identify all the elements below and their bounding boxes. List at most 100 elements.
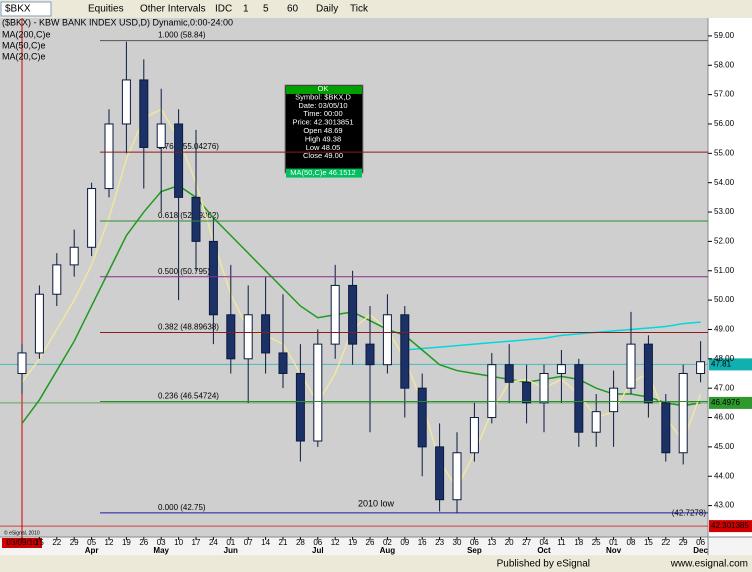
- candle-body: [626, 343, 636, 389]
- info-text: Time: 00:00: [303, 109, 342, 118]
- ma-line: [21, 108, 702, 490]
- price-label: 42.301385: [711, 521, 749, 530]
- y-tick-label: 56.00: [714, 119, 735, 128]
- x-tick-label: 23: [435, 538, 444, 547]
- y-tick-label: 58.00: [714, 60, 735, 69]
- info-text: Date: 03/05/10: [298, 101, 347, 110]
- info-text: Close 49.00: [303, 151, 343, 160]
- toolbar-item[interactable]: Tick: [350, 4, 369, 15]
- candle-body: [382, 314, 392, 366]
- x-tick-label: 14: [261, 538, 270, 547]
- y-tick-label: 52.00: [714, 237, 735, 246]
- x-tick-label: 19: [348, 538, 357, 547]
- candle-body: [139, 79, 149, 148]
- toolbar-item[interactable]: 1: [243, 4, 249, 15]
- y-tick-label: 49.00: [714, 325, 735, 334]
- x-tick-label: 15: [644, 538, 653, 547]
- x-tick-label: 03/09/10: [6, 538, 38, 547]
- month-label: Aug: [380, 546, 396, 555]
- x-tick-label: 24: [209, 538, 218, 547]
- y-tick-label: 57.00: [714, 90, 735, 99]
- candle-body: [121, 79, 131, 125]
- info-header: [286, 86, 362, 94]
- candle-body: [330, 284, 340, 345]
- x-tick-label: 20: [505, 538, 514, 547]
- symbol-box[interactable]: [0, 1, 52, 17]
- x-tick-label: 02: [383, 538, 392, 547]
- price-label-box: [709, 358, 752, 371]
- candle-body: [52, 264, 62, 295]
- candle-body: [435, 446, 445, 501]
- y-tick-label: 50.00: [714, 295, 735, 304]
- price-label: 46.4976: [711, 398, 740, 407]
- x-tick-label: 08: [627, 538, 636, 547]
- candle-body: [696, 361, 706, 374]
- x-tick-label: 29: [70, 538, 79, 547]
- x-tick-label: 06: [313, 538, 322, 547]
- y-tick-label: 44.00: [714, 471, 735, 480]
- fib-label: 0.382 (48.89638): [158, 323, 219, 332]
- y-tick-label: 43.00: [714, 501, 735, 510]
- y-tick-label: 59.00: [714, 31, 735, 40]
- x-tick-label: 13: [487, 538, 496, 547]
- toolbar-item[interactable]: 60: [287, 4, 299, 15]
- candle-body: [208, 240, 218, 316]
- legend-entry: MA(50,C)e: [2, 40, 46, 50]
- y-tick-label: 45.00: [714, 442, 735, 451]
- fib-label: 0.236 (46.54724): [158, 392, 219, 401]
- toolbar-item[interactable]: Other Intervals: [140, 4, 206, 15]
- month-label: Sep: [467, 546, 482, 555]
- fib-label: 0.000 (42.75): [158, 503, 206, 512]
- month-label: May: [153, 546, 169, 555]
- info-ma-row: [286, 168, 362, 178]
- y-tick-label: 54.00: [714, 178, 735, 187]
- candle-body: [17, 352, 27, 374]
- x-tick-label: 26: [139, 538, 148, 547]
- candle-body: [87, 188, 97, 248]
- toolbar-item[interactable]: 5: [263, 4, 269, 15]
- fib-label: 0.500 (50.795): [158, 267, 210, 276]
- x-tick-label: 11: [557, 538, 566, 547]
- ma-line: [21, 184, 701, 424]
- candle-body: [69, 246, 79, 266]
- y-tick-label: 51.00: [714, 266, 735, 275]
- info-text: OK: [318, 84, 329, 93]
- fib-label: 0.618 (52.69362): [158, 211, 219, 220]
- toolbar-item[interactable]: IDC: [215, 4, 232, 15]
- month-label: Apr: [85, 546, 99, 555]
- candle-body: [243, 314, 253, 360]
- candle-body: [452, 452, 462, 501]
- candle-body: [174, 123, 184, 198]
- x-tick-label: 26: [366, 538, 375, 547]
- y-tick-label: 48.00: [714, 354, 735, 363]
- overlay: 47.8146.4976(42.7278)42.301385MA(200,C)e…: [2, 29, 752, 533]
- toolbar-item[interactable]: $BKX: [5, 4, 31, 15]
- month-label: Nov: [606, 546, 622, 555]
- toolbar-item[interactable]: Equities: [88, 4, 124, 15]
- candle-body: [678, 372, 688, 454]
- candle-body: [365, 343, 375, 366]
- candle-body: [191, 196, 201, 242]
- toolbar-item[interactable]: Daily: [316, 4, 338, 15]
- date-axis: [0, 537, 752, 555]
- info-text: Open 48.69: [303, 126, 342, 135]
- x-tick-label: 12: [105, 538, 114, 547]
- candle-body: [348, 284, 358, 345]
- x-tick-label: 15: [35, 538, 44, 547]
- x-tick-label: 06: [470, 538, 479, 547]
- candle-body: [591, 411, 601, 433]
- info-box: [284, 84, 364, 174]
- x-tick-label: 09: [400, 538, 409, 547]
- x-tick-label: 25: [592, 538, 601, 547]
- price-label-box: [709, 396, 752, 409]
- month-label: Dec: [693, 546, 708, 555]
- y-tick-label: 46.00: [714, 413, 735, 422]
- x-tick-label: 17: [192, 538, 201, 547]
- candle-body: [574, 364, 584, 433]
- y-tick-label: 53.00: [714, 207, 735, 216]
- info-text: Price: 42.3013851: [293, 118, 354, 127]
- candle-body: [34, 293, 44, 354]
- candle-body: [417, 387, 427, 448]
- candle-body: [261, 314, 271, 354]
